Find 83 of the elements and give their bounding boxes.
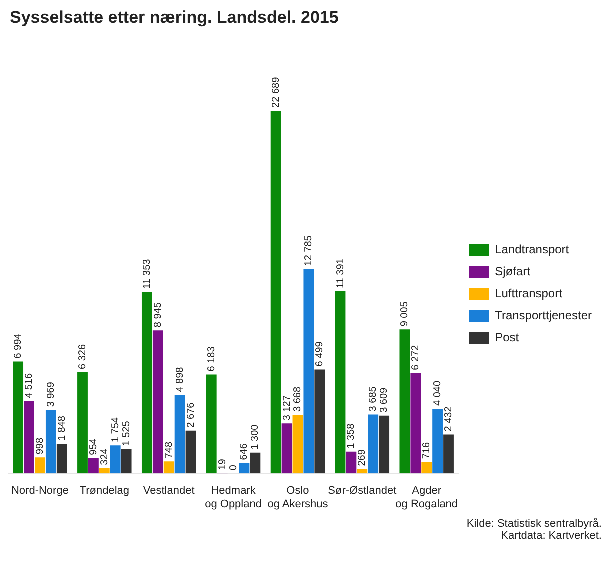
bar [99,468,110,474]
bar [13,362,24,474]
bar [346,452,357,474]
legend-label: Lufttransport [495,286,564,300]
data-label: 8 945 [152,302,164,328]
data-label: 748 [164,442,175,459]
data-label: 6 272 [410,344,422,370]
data-label: 22 689 [270,76,282,108]
data-label: 3 685 [368,386,380,412]
data-label: 2 676 [186,402,197,428]
data-label: 1 525 [121,420,132,446]
data-label: 3 668 [292,386,304,412]
data-label: 1 358 [346,423,358,449]
text: Kilde: Statistisk sentralbyrå. [466,518,602,530]
bar [152,330,164,474]
bar [270,110,282,474]
data-label: 998 [34,438,46,455]
bar [164,462,174,474]
bar [110,446,121,474]
bar [410,373,422,474]
data-label: 19 [217,458,228,470]
data-label: 9 005 [400,301,411,327]
data-label: 4 898 [174,366,186,392]
x-tick-label: Nord-Norge [11,485,69,498]
data-label: 11 391 [335,258,346,289]
bar [121,449,132,474]
data-label: 6 183 [206,346,218,372]
data-label: 4 040 [432,380,444,406]
bar [304,269,314,474]
bar [239,463,250,474]
bar [282,424,292,474]
data-label: 3 969 [46,382,57,408]
data-label: 324 [99,448,110,466]
bar [78,372,88,474]
bar [250,452,261,474]
legend-label: Sjøfart [495,264,532,278]
data-label: 954 [88,438,100,456]
text: Kartdata: Kartverket. [500,530,602,542]
data-label: 6 326 [78,344,88,370]
data-label: 11 353 [142,258,153,290]
data-label: 1 300 [250,424,262,450]
data-label: 4 516 [24,372,36,398]
x-tick-label: Oslo og Akershus [268,485,329,510]
data-label: 12 785 [304,235,315,266]
data-label: 2 432 [444,406,455,432]
bar [174,395,186,474]
legend-label: Landtransport [495,242,570,256]
bar [314,370,326,474]
bar [444,434,454,474]
bar [88,458,99,474]
x-tick-label: Vestlandet [143,485,195,498]
bar [432,409,444,474]
data-label: 269 [357,449,368,466]
bar [368,414,379,474]
bar [379,416,390,474]
data-label: 3 609 [379,387,390,413]
legend-label: Post [495,330,520,344]
data-label: 1 754 [110,417,122,443]
data-label: 646 [239,443,250,460]
data-label: 3 127 [282,395,293,421]
data-label: 6 994 [13,333,24,359]
bar [56,444,68,474]
x-tick-label: Trøndelag [80,485,130,498]
x-tick-label: Agder og Rogaland [396,485,458,510]
chart-title: Sysselsatte etter næring. Landsdel. 2015 [10,8,340,28]
bar [400,330,410,474]
bar [142,292,152,474]
data-label: 1 848 [56,416,68,442]
bar [35,458,46,474]
data-label: 6 499 [314,341,326,367]
x-tick-label: Sør-Østlandet [328,485,397,498]
bar [357,469,368,474]
legend-label: Transporttjenester [495,308,592,322]
bar [422,462,432,474]
bar [206,374,217,474]
data-label: 716 [422,442,433,460]
bar [186,430,196,474]
bar [46,410,56,474]
bar [335,292,346,474]
bar [24,401,34,474]
data-label: 0 [228,464,240,471]
x-tick-label: Hedmark og Oppland [205,485,262,510]
bar [292,414,304,474]
